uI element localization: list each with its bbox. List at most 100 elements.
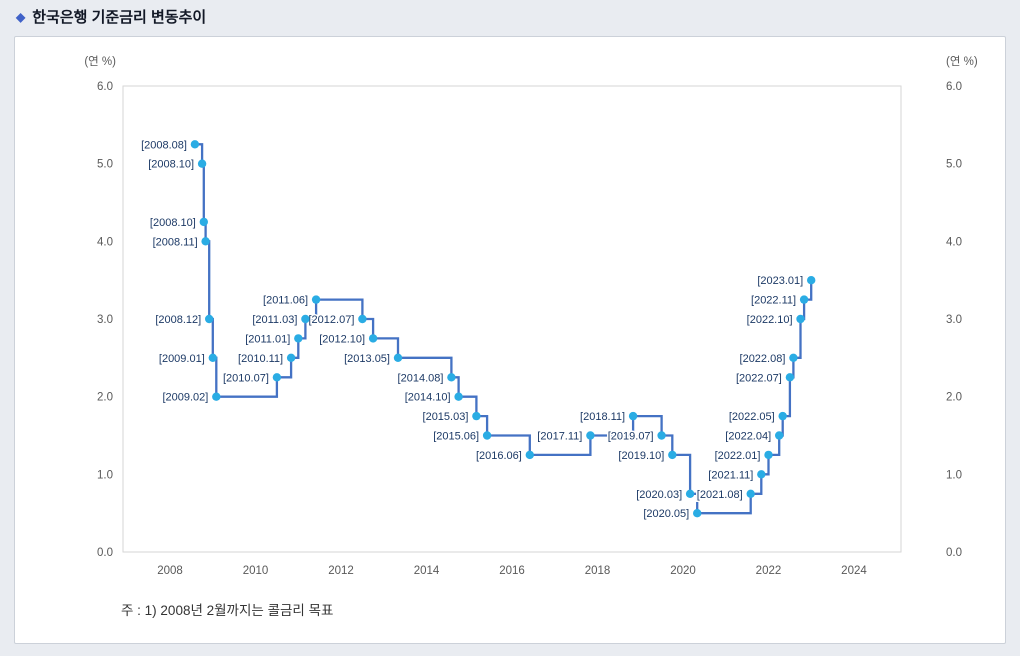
point-label: [2022.08] bbox=[740, 353, 786, 365]
data-point bbox=[482, 431, 492, 440]
data-point bbox=[358, 314, 367, 324]
data-point bbox=[525, 450, 534, 460]
y-tick-right: 3.0 bbox=[946, 314, 962, 326]
chart-footnote: 주 : 1) 2008년 2월까지는 콜금리 목표 bbox=[121, 603, 334, 618]
page-title-text: 한국은행 기준금리 변동추이 bbox=[32, 9, 207, 26]
plot-area bbox=[122, 85, 902, 553]
y-tick-right: 2.0 bbox=[946, 392, 962, 404]
x-tick: 2012 bbox=[328, 565, 354, 577]
data-point bbox=[799, 295, 809, 304]
data-point bbox=[286, 353, 296, 362]
base-rate-step-chart: (연 %) (연 %) 0.0 0.0 1.0 1.0 2.0 2.0 3.0 3.0 4.0 4.0… bbox=[84, 55, 978, 577]
y-tick-right: 5.0 bbox=[946, 159, 962, 171]
point-label: [2019.10] bbox=[618, 450, 664, 462]
point-label: [2008.08] bbox=[141, 139, 187, 151]
point-label: [2012.07] bbox=[309, 314, 355, 326]
data-point bbox=[311, 295, 321, 304]
point-label: [2014.08] bbox=[398, 372, 444, 384]
point-label: [2022.04] bbox=[725, 431, 771, 443]
point-label: [2016.06] bbox=[476, 450, 522, 462]
point-label: [2011.03] bbox=[252, 314, 297, 326]
x-tick: 2018 bbox=[585, 565, 611, 577]
point-label: [2011.01] bbox=[245, 333, 290, 345]
point-label: [2010.07] bbox=[223, 372, 269, 384]
y-tick-left: 1.0 bbox=[97, 469, 113, 481]
point-label: [2022.07] bbox=[736, 372, 782, 384]
x-tick: 2020 bbox=[670, 565, 696, 577]
point-labels: [2008.08] [2008.10] [2008.10] [2008.11] [200… bbox=[140, 138, 805, 522]
point-label: [2014.10] bbox=[405, 392, 451, 404]
point-label: [2008.11] bbox=[153, 236, 198, 248]
data-point bbox=[199, 217, 208, 227]
point-label: [2022.01] bbox=[715, 450, 761, 462]
point-label: [2008.10] bbox=[148, 159, 194, 171]
unit-label-right: (연 %) bbox=[946, 55, 978, 68]
point-label: [2020.03] bbox=[636, 489, 682, 501]
data-point bbox=[746, 489, 755, 498]
data-point bbox=[757, 470, 766, 479]
y-axis-labels: 0.0 0.0 1.0 1.0 2.0 2.0 3.0 3.0 4.0 4.0 5.0 5.0 6.0 6… bbox=[97, 81, 962, 559]
data-point bbox=[201, 237, 210, 246]
data-point bbox=[796, 314, 805, 324]
x-axis-labels: 2008 2010 2012 2014 2016 2018 2020 2022 2024 bbox=[157, 565, 867, 577]
point-label: [2022.05] bbox=[729, 411, 775, 423]
y-tick-right: 4.0 bbox=[946, 236, 962, 248]
data-point bbox=[208, 353, 217, 362]
point-markers bbox=[190, 140, 816, 518]
point-label: [2021.11] bbox=[708, 469, 753, 481]
axis-unit-labels: (연 %) (연 %) bbox=[84, 55, 978, 68]
point-label: [2010.11] bbox=[238, 353, 283, 365]
data-point bbox=[657, 431, 666, 440]
data-point bbox=[454, 392, 463, 401]
y-tick-right: 1.0 bbox=[946, 469, 962, 481]
point-label: [2011.06] bbox=[263, 295, 308, 307]
y-tick-left: 3.0 bbox=[97, 314, 113, 326]
point-label: [2022.10] bbox=[747, 314, 793, 326]
point-label: [2013.05] bbox=[344, 353, 390, 365]
data-point bbox=[807, 276, 816, 285]
point-label: [2022.11] bbox=[751, 295, 796, 307]
point-label: [2008.12] bbox=[155, 314, 201, 326]
y-tick-left: 6.0 bbox=[97, 81, 113, 93]
data-point bbox=[586, 431, 595, 440]
point-label: [2015.03] bbox=[423, 411, 469, 423]
point-label: [2017.11] bbox=[537, 431, 582, 443]
x-tick: 2024 bbox=[841, 565, 867, 577]
data-point bbox=[628, 411, 638, 421]
x-tick: 2008 bbox=[157, 565, 183, 577]
data-point bbox=[472, 411, 481, 421]
data-point bbox=[778, 411, 787, 421]
data-point bbox=[785, 373, 795, 382]
point-label: [2012.10] bbox=[319, 333, 365, 345]
point-label: [2018.11] bbox=[580, 411, 625, 423]
point-label: [2019.07] bbox=[608, 431, 654, 443]
y-tick-left: 5.0 bbox=[97, 159, 113, 171]
data-point bbox=[693, 509, 702, 518]
data-point bbox=[775, 431, 784, 440]
data-point bbox=[368, 334, 378, 343]
point-label: [2008.10] bbox=[150, 217, 196, 229]
point-label: [2009.01] bbox=[159, 353, 205, 365]
unit-label-left: (연 %) bbox=[84, 55, 116, 68]
data-point bbox=[301, 314, 310, 324]
diamond-icon: ◆ bbox=[16, 9, 26, 24]
data-point bbox=[685, 489, 695, 498]
y-tick-right: 0.0 bbox=[946, 547, 962, 559]
data-point bbox=[294, 334, 303, 343]
point-label: [2021.08] bbox=[697, 489, 743, 501]
y-tick-left: 2.0 bbox=[97, 392, 113, 404]
point-label: [2015.06] bbox=[433, 431, 479, 443]
x-tick: 2016 bbox=[499, 565, 525, 577]
data-point bbox=[789, 353, 798, 362]
y-tick-left: 4.0 bbox=[97, 236, 113, 248]
data-point bbox=[190, 140, 200, 149]
y-tick-left: 0.0 bbox=[97, 547, 113, 559]
plot-frame bbox=[122, 85, 902, 553]
data-point bbox=[668, 450, 677, 460]
x-tick: 2022 bbox=[756, 565, 782, 577]
data-point bbox=[393, 353, 403, 362]
data-point bbox=[764, 450, 773, 460]
data-point bbox=[212, 392, 221, 401]
x-tick: 2010 bbox=[243, 565, 269, 577]
x-tick: 2014 bbox=[414, 565, 440, 577]
